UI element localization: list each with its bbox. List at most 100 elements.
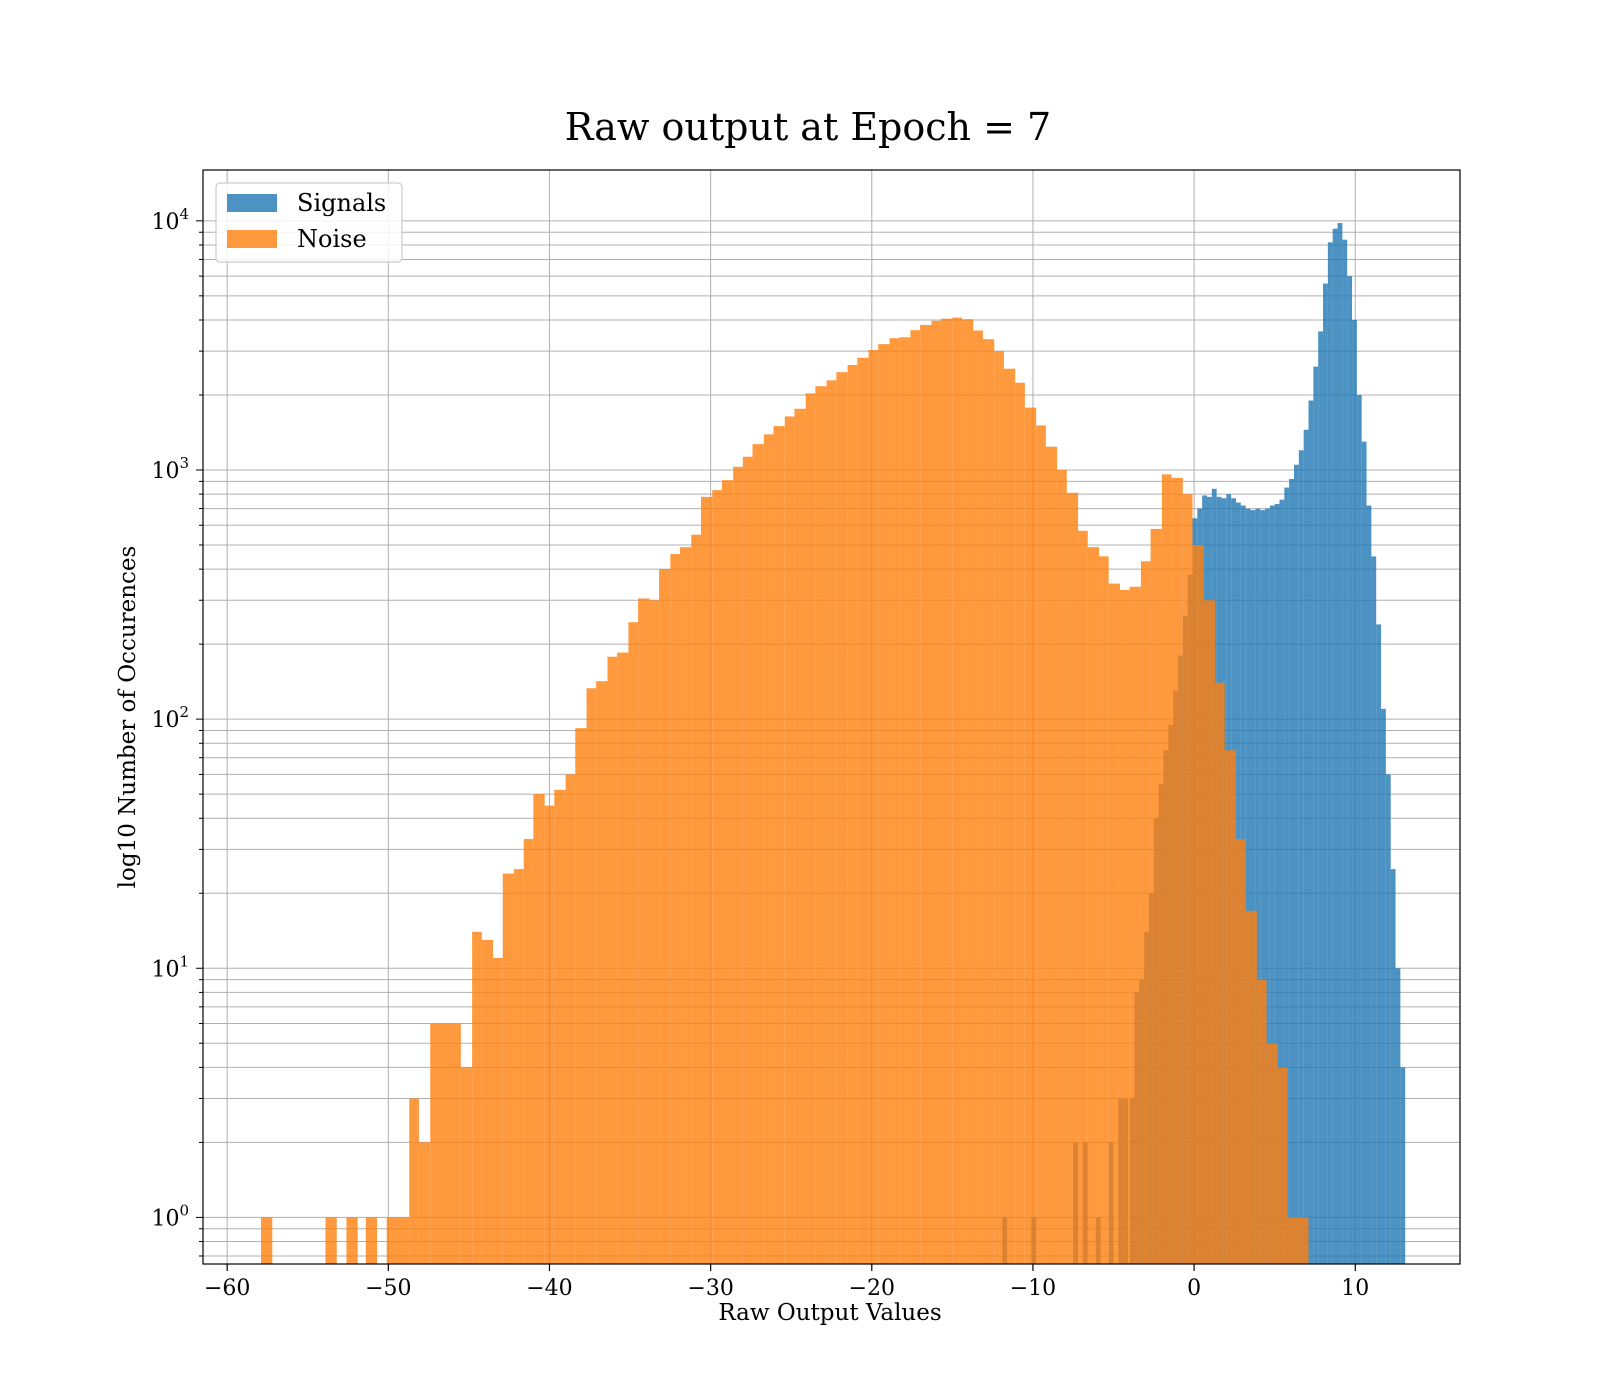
signals-bar	[1371, 556, 1377, 1264]
plot-frame	[202, 169, 1461, 1265]
noise-bar	[857, 357, 869, 1264]
chart-title: Raw output at Epoch = 7	[565, 105, 1051, 149]
signals-bar	[1327, 242, 1333, 1264]
noise-bar	[878, 344, 890, 1265]
noise-bar	[973, 330, 983, 1264]
signals-bar	[1356, 394, 1362, 1264]
noise-bar	[733, 466, 743, 1265]
noise-bar	[1192, 544, 1204, 1264]
noise-bar	[554, 789, 566, 1264]
noise-bar	[1161, 474, 1172, 1264]
noise-bar	[502, 873, 515, 1264]
noise-bar	[941, 318, 953, 1265]
signals-bar	[1361, 441, 1367, 1264]
noise-bar	[1036, 425, 1046, 1264]
noise-bar	[1277, 1067, 1288, 1264]
y-tick-label: 102	[151, 703, 189, 733]
noise-bar	[1108, 583, 1120, 1264]
noise-bar	[815, 386, 827, 1264]
signals-bar	[1274, 504, 1280, 1265]
noise-bar	[607, 656, 618, 1264]
signals-bar	[1342, 239, 1348, 1265]
noise-bar	[931, 320, 942, 1264]
signals-bar	[1400, 1067, 1406, 1264]
noise-bar	[472, 931, 482, 1264]
y-axis-ticks: 100 101 102 103 104	[151, 205, 203, 1257]
noise-bar	[617, 652, 629, 1264]
signals-bar	[1323, 283, 1328, 1264]
signals-bar	[1255, 508, 1261, 1264]
signals-bar	[1284, 487, 1290, 1265]
noise-bar	[910, 330, 921, 1264]
signals-bar	[1289, 479, 1295, 1264]
signals-bar	[1381, 708, 1386, 1264]
noise-bar	[418, 1142, 431, 1264]
noise-bar	[1203, 600, 1216, 1264]
noise-bar	[493, 957, 503, 1264]
noise-bar	[659, 569, 671, 1264]
noise-bar	[1266, 1043, 1278, 1264]
y-axis-label: log10 Number of Occurences	[115, 546, 141, 889]
legend-swatch-noise	[227, 230, 277, 248]
signals-bar	[1366, 505, 1372, 1265]
x-tick-label: 0	[1187, 1276, 1201, 1301]
noise-bar	[460, 1067, 473, 1264]
legend-label-signals: Signals	[297, 189, 386, 217]
y-tick-label: 104	[151, 205, 189, 235]
signals-bar	[1347, 276, 1353, 1264]
noise-bar	[952, 317, 963, 1264]
noise-bar	[680, 547, 692, 1264]
noise-bar	[742, 456, 753, 1264]
noise-bar	[514, 869, 524, 1264]
noise-bar	[1003, 368, 1016, 1264]
legend: Signals Noise	[215, 182, 403, 263]
y-tick-label: 101	[151, 952, 189, 982]
x-tick-label: −10	[1010, 1276, 1056, 1301]
noise-bar	[1015, 382, 1025, 1264]
signals-bar	[1313, 366, 1319, 1264]
noise-bar	[586, 688, 597, 1264]
noise-bar	[346, 1217, 358, 1264]
noise-bar	[1129, 586, 1141, 1264]
signals-bar	[1269, 505, 1275, 1265]
signals-bar	[1308, 400, 1314, 1264]
signals-bar	[1390, 869, 1396, 1264]
x-tick-label: −30	[687, 1276, 733, 1301]
noise-bar	[826, 380, 837, 1264]
x-tick-label: −50	[365, 1276, 411, 1301]
signals-bar	[1245, 508, 1251, 1264]
x-tick-label: −60	[204, 1276, 250, 1301]
noise-bar	[1078, 530, 1088, 1264]
noise-bar	[1224, 750, 1236, 1264]
noise-bar	[868, 350, 879, 1264]
noise-bar	[565, 774, 576, 1264]
noise-bar	[889, 338, 900, 1264]
noise-bar	[721, 480, 734, 1264]
noise-bar	[763, 434, 774, 1264]
noise-bar	[1287, 1217, 1309, 1264]
x-tick-label: 10	[1341, 1276, 1369, 1301]
noise-bar	[544, 805, 555, 1264]
y-tick-label: 100	[151, 1201, 189, 1231]
signals-bar	[1260, 510, 1266, 1264]
noise-bar	[784, 416, 795, 1264]
noise-bar	[1119, 589, 1130, 1264]
noise-bar	[752, 444, 764, 1264]
x-tick-label: −40	[526, 1276, 572, 1301]
noise-bar	[712, 490, 722, 1264]
signals-bar	[1318, 331, 1324, 1264]
noise-bar	[365, 1217, 378, 1264]
noise-bar	[805, 393, 816, 1264]
noise-bar	[1057, 469, 1067, 1264]
noise-bar	[700, 496, 713, 1264]
noise-bar	[430, 1023, 461, 1264]
signals-bar	[1395, 968, 1401, 1264]
noise-bar	[1066, 492, 1079, 1264]
legend-swatch-signals	[227, 194, 277, 212]
signals-bar	[1279, 499, 1285, 1264]
noise-bar	[1182, 494, 1193, 1265]
noise-bar	[1087, 547, 1100, 1264]
noise-bar	[920, 324, 932, 1265]
noise-bar	[899, 337, 911, 1265]
